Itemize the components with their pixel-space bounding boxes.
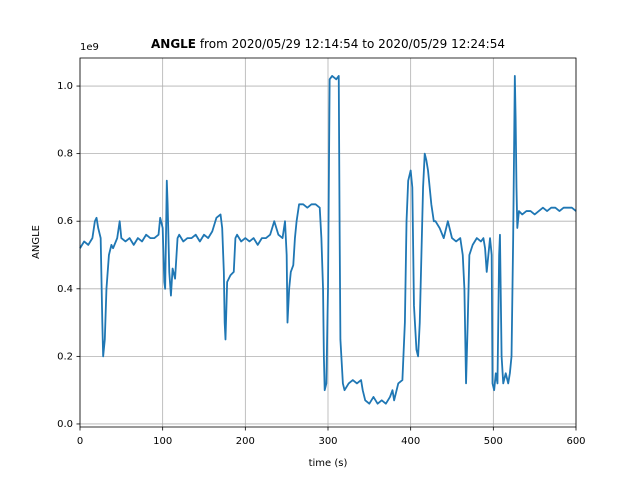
y-tick-label: 0.4 (57, 284, 73, 295)
plot-area (79, 58, 577, 427)
chart-title: ANGLE from 2020/05/29 12:14:54 to 2020/0… (151, 37, 505, 51)
y-tick-label: 0.8 (57, 149, 73, 160)
y-tick-label: 0.6 (57, 216, 73, 227)
title-rest: from 2020/05/29 12:14:54 to 2020/05/29 1… (196, 37, 505, 51)
x-tick-label: 300 (318, 436, 337, 447)
data-line (79, 75, 577, 405)
x-tick-label: 500 (484, 436, 503, 447)
offset-text: 1e9 (80, 42, 99, 53)
y-axis-label: ANGLE (31, 225, 42, 259)
x-tick-label: 600 (566, 436, 585, 447)
y-tick-label: 1.0 (57, 81, 73, 92)
y-tick-label: 0.0 (57, 419, 73, 430)
x-tick-label: 200 (236, 436, 255, 447)
x-tick-label: 0 (77, 436, 83, 447)
x-tick-label: 400 (401, 436, 420, 447)
x-tick-label: 100 (153, 436, 172, 447)
title-bold: ANGLE (151, 37, 196, 51)
x-axis-label: time (s) (309, 458, 348, 469)
y-tick-label: 0.2 (57, 351, 73, 362)
